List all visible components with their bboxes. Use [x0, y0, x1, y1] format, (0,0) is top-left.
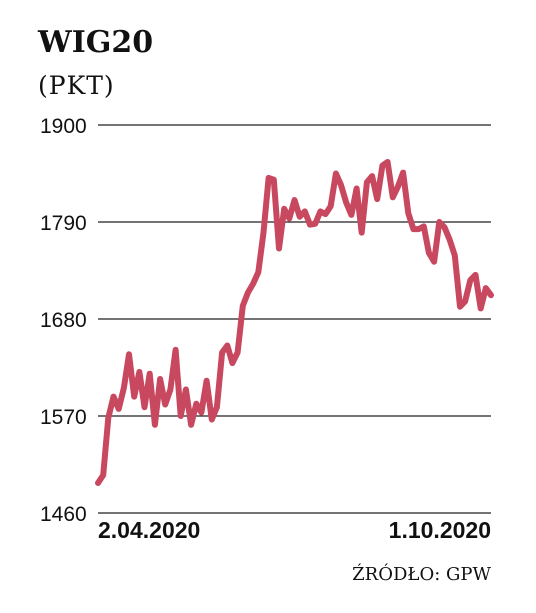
y-axis-ticks: 1900 1790 1680 1570 1460: [40, 115, 87, 526]
source-note: ŹRÓDŁO: GPW: [352, 562, 491, 585]
x-tick-label-end: 1.10.2020: [389, 517, 491, 543]
grid-layer: [98, 124, 491, 514]
y-tick-label-1570: 1570: [40, 406, 87, 429]
x-tick-label-start: 2.04.2020: [98, 517, 200, 543]
y-tick-label-1900: 1900: [40, 115, 87, 138]
chart-subtitle: (PKT): [38, 71, 115, 100]
y-tick-label-1790: 1790: [40, 212, 87, 235]
y-tick-label-1460: 1460: [40, 503, 87, 526]
y-tick-label-1680: 1680: [40, 309, 87, 332]
series-line-wig20: [95, 159, 494, 486]
chart-title: WIG20: [37, 25, 153, 60]
